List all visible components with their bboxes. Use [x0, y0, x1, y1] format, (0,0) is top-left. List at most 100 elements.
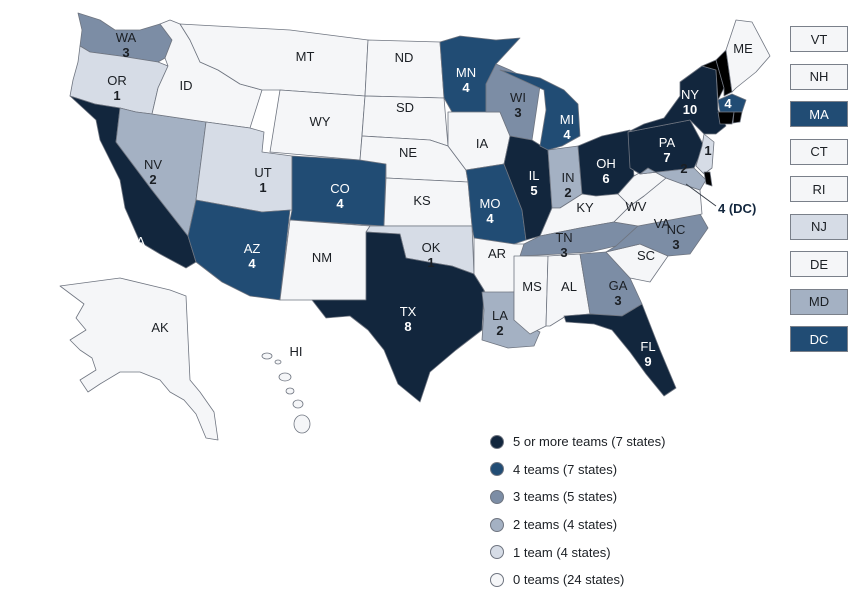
state-label-ia: IA — [476, 136, 489, 151]
state-mt — [179, 23, 369, 97]
legend-item: 3 teams (5 states) — [490, 483, 665, 511]
state-team-count-nj: 1 — [704, 143, 711, 158]
state-team-count-ny: 10 — [683, 102, 697, 117]
state-label-nc: NC — [667, 222, 686, 237]
legend-swatch — [490, 434, 504, 449]
small-state-box-vt: VT — [790, 26, 848, 52]
small-state-box-ct: CT — [790, 138, 848, 165]
state-label-ks: KS — [413, 193, 431, 208]
state-nh — [715, 49, 733, 97]
small-state-box-ma: MA — [790, 101, 848, 127]
legend-label: 4 teams (7 states) — [513, 461, 618, 477]
dc-callout-label: 4 (DC) — [718, 201, 756, 216]
state-team-count-mo: 4 — [486, 211, 494, 226]
state-label-in: IN — [562, 170, 575, 185]
state-label-al: AL — [561, 279, 577, 294]
state-ak — [59, 277, 219, 441]
state-label-sd: SD — [396, 100, 414, 115]
state-label-me: ME — [733, 41, 753, 56]
state-team-count-ut: 1 — [259, 180, 266, 195]
state-mi — [499, 69, 581, 151]
state-team-count-tn: 3 — [560, 245, 567, 260]
state-label-co: CO — [330, 181, 350, 196]
state-labels: WA3OR1CA15NV2IDMTWYUT1AZ4CO4NMNDSDNEKSOK… — [107, 30, 753, 369]
state-me — [725, 19, 771, 93]
state-team-count-ok: 1 — [427, 255, 434, 270]
state-tx — [311, 231, 485, 403]
small-state-box-md: MD — [790, 288, 848, 315]
state-label-pa: PA — [659, 135, 676, 150]
legend-item: 0 teams (24 states) — [490, 566, 665, 594]
state-team-count-ca: 15 — [129, 249, 143, 264]
state-team-count-ma: 4 — [724, 96, 732, 111]
state-label-id: ID — [180, 78, 193, 93]
state-de — [703, 171, 713, 187]
small-state-box-nh: NH — [790, 63, 848, 90]
state-team-count-mn: 4 — [462, 80, 470, 95]
state-label-ny: NY — [681, 87, 699, 102]
legend-swatch — [490, 489, 504, 504]
state-team-count-wa: 3 — [122, 45, 129, 60]
state-label-sc: SC — [637, 248, 655, 263]
state-az — [187, 199, 291, 301]
state-label-nv: NV — [144, 157, 162, 172]
small-state-box-ri: RI — [790, 176, 848, 202]
state-label-la: LA — [492, 308, 508, 323]
legend-swatch — [490, 517, 504, 532]
state-label-ms: MS — [522, 279, 542, 294]
state-hi — [261, 352, 311, 434]
legend-item: 1 team (4 states) — [490, 538, 665, 566]
state-label-oh: OH — [596, 156, 616, 171]
state-ny — [627, 65, 727, 135]
state-team-count-pa: 7 — [663, 150, 670, 165]
legend-swatch — [490, 462, 504, 477]
state-team-count-fl: 9 — [644, 354, 651, 369]
state-label-tx: TX — [400, 304, 417, 319]
state-label-nm: NM — [312, 250, 332, 265]
state-label-il: IL — [529, 168, 540, 183]
state-label-mn: MN — [456, 65, 476, 80]
state-label-az: AZ — [244, 241, 261, 256]
state-label-fl: FL — [640, 339, 655, 354]
legend-label: 5 or more teams (7 states) — [513, 434, 666, 450]
state-shapes — [59, 12, 771, 441]
state-label-or: OR — [107, 73, 127, 88]
state-ma — [717, 93, 747, 113]
state-team-count-il: 5 — [530, 183, 537, 198]
legend-swatch — [490, 572, 504, 587]
legend-swatch — [490, 545, 504, 560]
state-label-ne: NE — [399, 145, 417, 160]
state-fl — [563, 303, 677, 397]
state-team-count-co: 4 — [336, 196, 344, 211]
state-label-wa: WA — [116, 30, 137, 45]
state-label-mi: MI — [560, 112, 574, 127]
state-team-count-or: 1 — [113, 88, 120, 103]
state-md — [639, 167, 707, 191]
small-state-box-dc: DC — [790, 326, 848, 352]
state-team-count-la: 2 — [496, 323, 503, 338]
state-label-wv: WV — [626, 199, 647, 214]
legend-item: 4 teams (7 states) — [490, 456, 665, 484]
state-label-wy: WY — [310, 114, 331, 129]
state-team-count-in: 2 — [564, 185, 571, 200]
small-state-box-de: DE — [790, 251, 848, 277]
state-label-nd: ND — [395, 50, 414, 65]
small-state-box-nj: NJ — [790, 213, 848, 240]
state-label-va: VA — [654, 216, 671, 231]
state-label-ga: GA — [609, 278, 628, 293]
state-team-count-az: 4 — [248, 256, 256, 271]
state-label-mo: MO — [480, 196, 501, 211]
state-label-ky: KY — [576, 200, 594, 215]
state-team-count-oh: 6 — [602, 171, 609, 186]
state-label-ca: CA — [127, 234, 145, 249]
state-label-tn: TN — [555, 230, 572, 245]
state-label-ut: UT — [254, 165, 271, 180]
legend-label: 2 teams (4 states) — [513, 517, 618, 533]
legend-label: 1 team (4 states) — [513, 544, 611, 560]
state-label-ok: OK — [422, 240, 441, 255]
state-team-count-md: 2 — [680, 161, 687, 176]
state-team-count-tx: 8 — [404, 319, 411, 334]
state-team-count-nc: 3 — [672, 237, 679, 252]
state-team-count-wi: 3 — [514, 105, 521, 120]
